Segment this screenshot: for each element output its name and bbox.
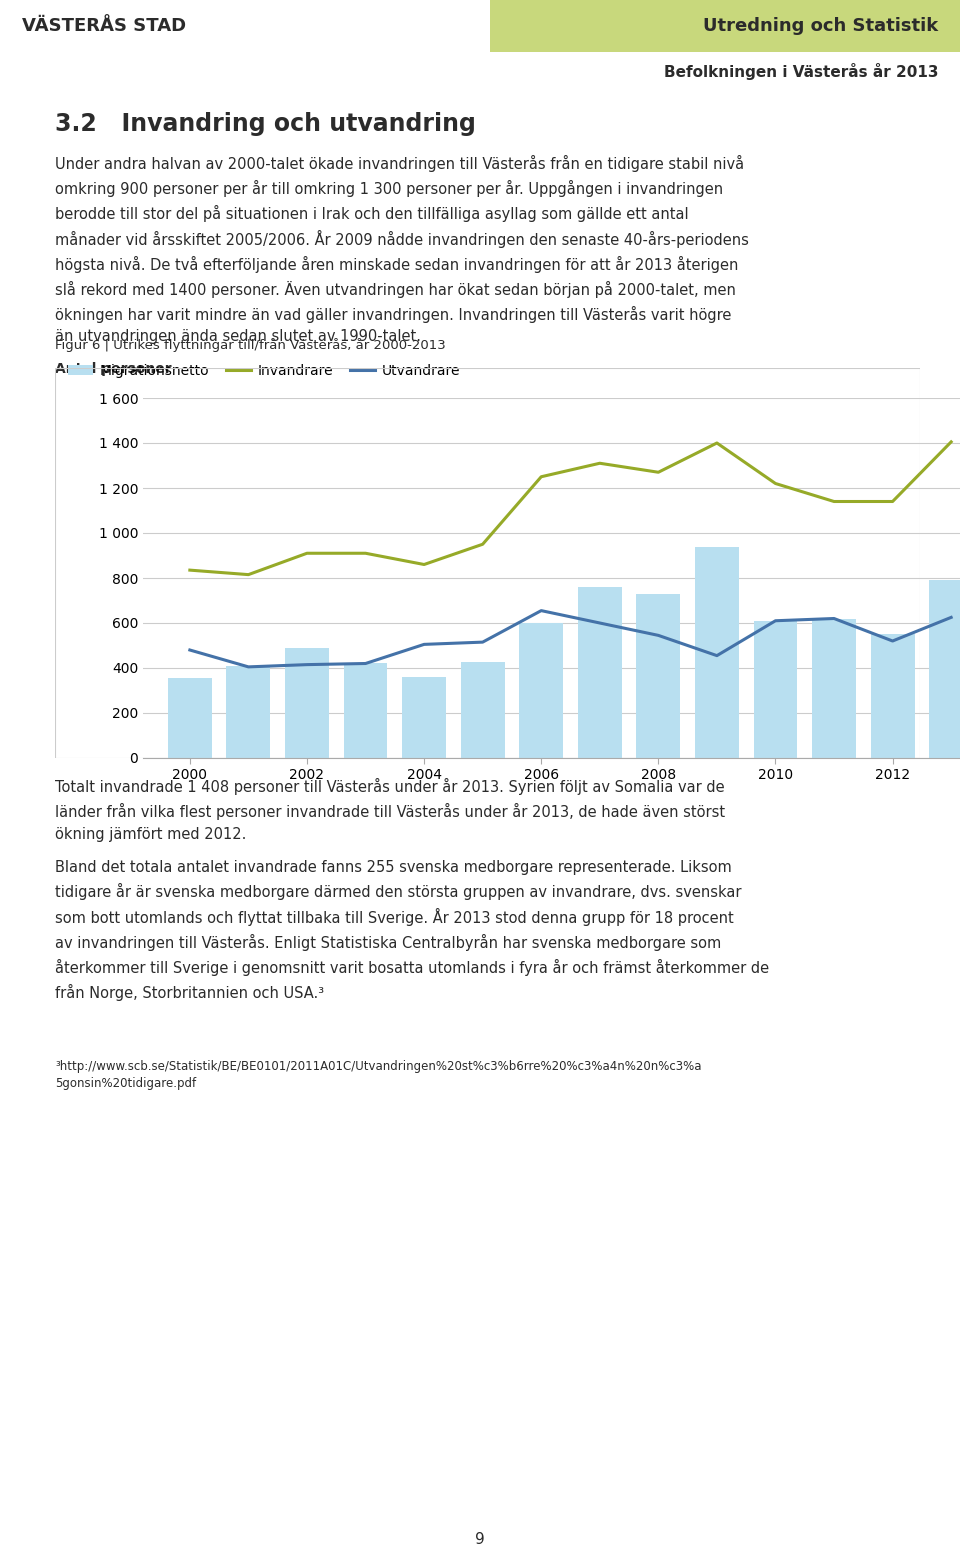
Text: 9: 9 xyxy=(475,1533,485,1547)
Text: Totalt invandrade 1 408 personer till Västerås under år 2013. Syrien följt av So: Totalt invandrade 1 408 personer till Vä… xyxy=(55,777,725,841)
Text: ³http://www.scb.se/Statistik/BE/BE0101/2011A01C/Utvandringen%20st%c3%b6rre%20%c3: ³http://www.scb.se/Statistik/BE/BE0101/2… xyxy=(55,1060,702,1090)
Bar xyxy=(461,663,505,759)
Bar xyxy=(754,621,798,759)
Legend: Migrationsnetto, Invandrare, Utvandrare: Migrationsnetto, Invandrare, Utvandrare xyxy=(62,358,466,383)
Bar xyxy=(812,618,856,759)
Bar xyxy=(490,0,960,52)
Text: VÄSTERÅS STAD: VÄSTERÅS STAD xyxy=(22,17,186,34)
Bar xyxy=(929,580,960,759)
Text: Under andra halvan av 2000-talet ökade invandringen till Västerås från en tidiga: Under andra halvan av 2000-talet ökade i… xyxy=(55,155,749,344)
Bar xyxy=(344,663,388,759)
Bar xyxy=(285,647,329,759)
Bar xyxy=(519,622,564,759)
Text: Befolkningen i Västerås år 2013: Befolkningen i Västerås år 2013 xyxy=(663,63,938,80)
Text: Utredning och Statistik: Utredning och Statistik xyxy=(703,17,938,34)
Bar xyxy=(695,546,739,759)
Bar xyxy=(227,666,271,759)
Bar xyxy=(636,594,681,759)
Bar xyxy=(578,586,622,759)
Text: 3.2   Invandring och utvandring: 3.2 Invandring och utvandring xyxy=(55,111,476,136)
Text: Antal personer: Antal personer xyxy=(55,363,172,377)
Bar xyxy=(402,677,446,759)
Text: Bland det totala antalet invandrade fanns 255 svenska medborgare representerade.: Bland det totala antalet invandrade fann… xyxy=(55,860,769,1001)
Bar xyxy=(871,635,915,759)
Bar xyxy=(168,679,212,759)
Text: Figur 6 | Utrikes flyttningar till/från Västerås, år 2000-2013: Figur 6 | Utrikes flyttningar till/från … xyxy=(55,338,445,352)
